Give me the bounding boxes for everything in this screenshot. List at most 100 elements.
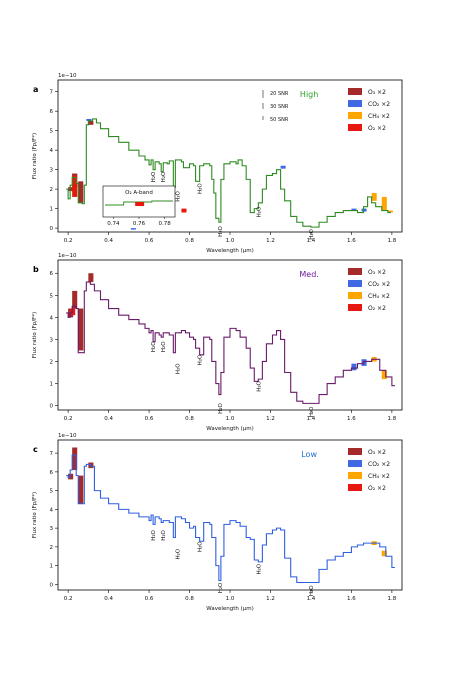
x-tick-label: 1.0 <box>226 238 235 244</box>
y-tick-label: 4 <box>50 148 54 154</box>
x-tick-label: 1.8 <box>388 238 397 244</box>
o3-band <box>72 447 78 470</box>
y-tick-label: 3 <box>50 526 54 532</box>
y-tick-label: 1 <box>50 207 54 213</box>
h2o-label: H₂O <box>161 171 167 182</box>
y-tick-label: 3 <box>50 168 54 174</box>
spectrum-line <box>66 454 395 584</box>
x-tick-label: 0.2 <box>64 416 73 422</box>
y-tick-label: 0 <box>50 582 54 588</box>
x-tick-label: 1.2 <box>266 596 275 602</box>
y-tick-label: 4 <box>50 315 54 321</box>
legend-swatch <box>348 280 362 287</box>
x-tick-label: 0.6 <box>145 238 154 244</box>
x-tick-label: 1.8 <box>388 416 397 422</box>
x-tick-label: 0.6 <box>145 596 154 602</box>
x-tick-label: 0.6 <box>145 416 154 422</box>
x-tick-label: 0.8 <box>185 596 194 602</box>
h2o-label: H₂O <box>151 171 157 182</box>
panel-letter: c <box>33 445 38 454</box>
y-tick-label: 0 <box>50 404 54 410</box>
y-tick-label: 5 <box>50 293 54 299</box>
legend-swatch <box>348 292 362 299</box>
y-tick-label: 2 <box>50 545 54 551</box>
o2-band <box>72 175 78 197</box>
x-tick-label: 1.0 <box>226 416 235 422</box>
x-tick-label: 1.4 <box>307 416 316 422</box>
x-tick-label: 0.8 <box>185 416 194 422</box>
legend-swatch <box>348 304 362 311</box>
spectrum-line <box>66 118 391 228</box>
x-tick-label: 1.6 <box>347 238 356 244</box>
legend-label: CH₄ ×2 <box>368 293 390 300</box>
y-tick-label: 7 <box>50 451 54 457</box>
x-tick-label: 1.2 <box>266 238 275 244</box>
x-tick-label: 1.4 <box>307 596 316 602</box>
x-tick-label: 1.8 <box>388 596 397 602</box>
legend-swatch <box>348 448 362 455</box>
y-axis-label: Flux ratio (Fp/F*) <box>32 492 38 538</box>
x-tick-label: 0.2 <box>64 238 73 244</box>
legend-label: CO₂ ×2 <box>368 461 390 468</box>
legend-swatch <box>348 484 362 491</box>
axis-exponent: 1e−10 <box>58 253 77 259</box>
legend-label: O₃ ×2 <box>368 269 386 276</box>
legend-swatch <box>348 268 362 275</box>
h2o-label: H₂O <box>198 354 204 365</box>
panel-c: 0.2 0.4 0.6 0.8 1.0 1.2 1.4 1.6 1.8 0 1 2 3 4 5 6 7 1e−10… <box>32 433 403 612</box>
y-tick-label: 6 <box>50 271 54 277</box>
x-axis-label: Wavelength (μm) <box>206 606 254 612</box>
o3-band <box>88 273 94 283</box>
h2o-label: H₂O <box>309 585 315 596</box>
y-tick-label: 4 <box>50 507 54 513</box>
noise-level-label: High <box>300 90 318 99</box>
legend-swatch <box>348 100 362 107</box>
panel-letter: a <box>33 85 38 94</box>
y-tick-label: 6 <box>50 109 54 115</box>
legend-swatch <box>348 460 362 467</box>
h2o-label: H₂O <box>218 582 224 593</box>
y-tick-label: 5 <box>50 129 54 135</box>
ch4-band <box>387 210 393 213</box>
spectrum-line <box>66 281 395 404</box>
h2o-label: H₂O <box>309 228 315 239</box>
y-tick-label: 1 <box>50 382 54 388</box>
inset-tick-label: 0.76 <box>133 221 146 227</box>
o3-band <box>78 308 84 351</box>
x-tick-label: 0.4 <box>104 596 113 602</box>
co2-band <box>86 118 92 121</box>
legend-label: CO₂ ×2 <box>368 281 390 288</box>
h2o-label: H₂O <box>198 183 204 194</box>
legend-label: O₂ ×2 <box>368 305 386 312</box>
panel-a: 0.2 0.4 0.6 0.8 1.0 1.2 1.4 1.6 1.8 0 1 2 3 4 5 6 7 1e−10… <box>32 73 403 254</box>
legend-label: O₃ ×2 <box>368 449 386 456</box>
x-axis-label: Wavelength (μm) <box>206 426 254 432</box>
x-tick-label: 1.6 <box>347 416 356 422</box>
h2o-label: H₂O <box>309 406 315 417</box>
panel-letter: b <box>33 265 39 274</box>
legend-label: O₂ ×2 <box>368 125 386 132</box>
legend-label: CH₄ ×2 <box>368 113 390 120</box>
o2-band <box>181 208 187 213</box>
h2o-label: H₂O <box>256 206 262 217</box>
snr-label: 20 SNR <box>270 91 289 97</box>
o3-band <box>88 120 94 125</box>
snr-label: 50 SNR <box>270 117 289 123</box>
o3-band <box>78 181 84 203</box>
x-tick-label: 1.4 <box>307 238 316 244</box>
legend-label: O₃ ×2 <box>368 89 386 96</box>
inset-tick-label: 0.74 <box>107 221 120 227</box>
snr-label: 30 SNR <box>270 104 289 110</box>
y-tick-label: 2 <box>50 187 54 193</box>
h2o-label: H₂O <box>175 190 181 201</box>
y-tick-label: 0 <box>50 226 54 232</box>
axis-exponent: 1e−10 <box>58 433 77 439</box>
x-tick-label: 0.4 <box>104 416 113 422</box>
legend-label: CO₂ ×2 <box>368 101 390 108</box>
legend-swatch <box>348 112 362 119</box>
legend-swatch <box>348 88 362 95</box>
h2o-label: H₂O <box>161 529 167 540</box>
h2o-label: H₂O <box>218 403 224 414</box>
x-tick-label: 0.8 <box>185 238 194 244</box>
inset-tick-label: 0.78 <box>158 221 171 227</box>
